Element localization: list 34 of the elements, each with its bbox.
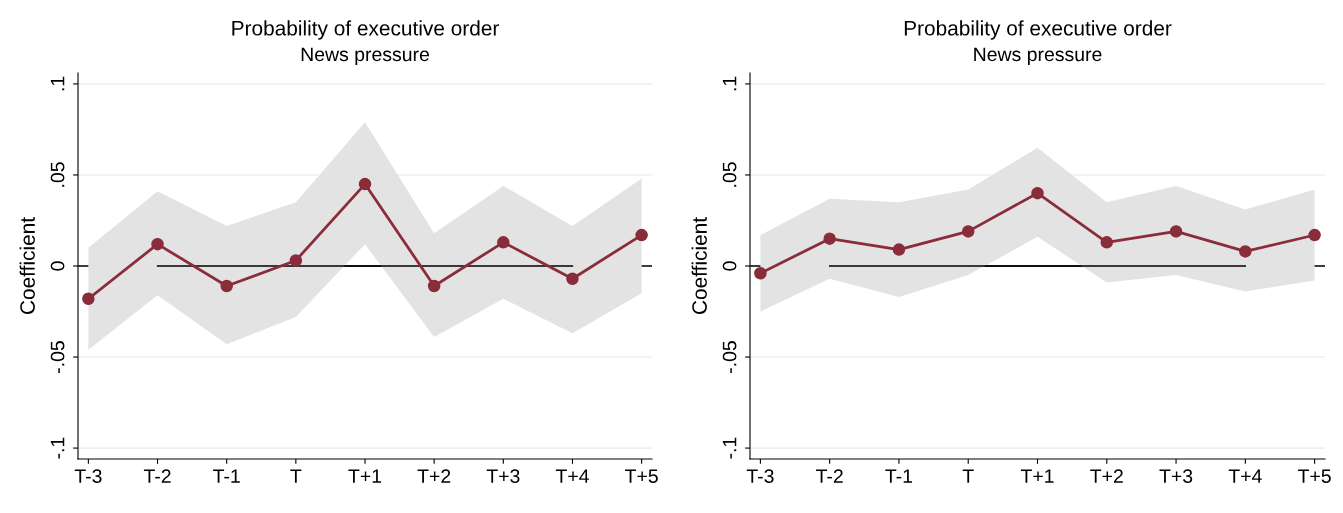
- y-tick-label: -.1: [50, 437, 65, 459]
- y-axis-title: Coefficient: [691, 217, 707, 314]
- chart-title: Probability of executive order: [232, 20, 499, 40]
- y-tick-label: .05: [50, 162, 65, 187]
- y-tick-label: 0: [722, 261, 737, 271]
- x-tick-label: T+5: [625, 469, 658, 483]
- y-tick-label: .1: [722, 76, 737, 91]
- x-tick-label: T+2: [1090, 469, 1123, 483]
- x-tick-label: T: [962, 469, 974, 483]
- x-tick-label: T-1: [213, 469, 240, 483]
- x-tick-label: T: [290, 469, 302, 483]
- x-tick-label: T+3: [1159, 469, 1193, 483]
- x-tick-label: T+5: [1298, 469, 1331, 483]
- chart-subtitle: News pressure: [301, 47, 429, 66]
- x-tick-label: T+4: [555, 469, 589, 483]
- y-tick-label: -.05: [722, 341, 737, 373]
- x-tick-label: T-2: [143, 469, 171, 483]
- x-tick-label: T+4: [1228, 469, 1262, 483]
- y-tick-label: -.1: [722, 437, 737, 459]
- y-tick-label: 0: [50, 261, 65, 271]
- y-tick-label: -.05: [50, 341, 65, 373]
- x-tick-label: T-3: [746, 469, 774, 483]
- x-tick-label: T+3: [486, 469, 520, 483]
- chart-title: Probability of executive order: [904, 20, 1172, 40]
- x-tick-label: T+2: [417, 469, 451, 483]
- x-tick-label: T-2: [816, 469, 843, 483]
- x-tick-label: T+1: [348, 469, 382, 483]
- y-axis-title: Coefficient: [19, 217, 35, 314]
- chart-subtitle: News pressure: [974, 47, 1102, 66]
- y-tick-label: .05: [722, 162, 737, 187]
- x-tick-label: T-3: [74, 469, 102, 483]
- x-tick-label: T-1: [885, 469, 913, 483]
- x-tick-label: T+1: [1020, 469, 1054, 483]
- y-tick-label: .1: [50, 76, 65, 91]
